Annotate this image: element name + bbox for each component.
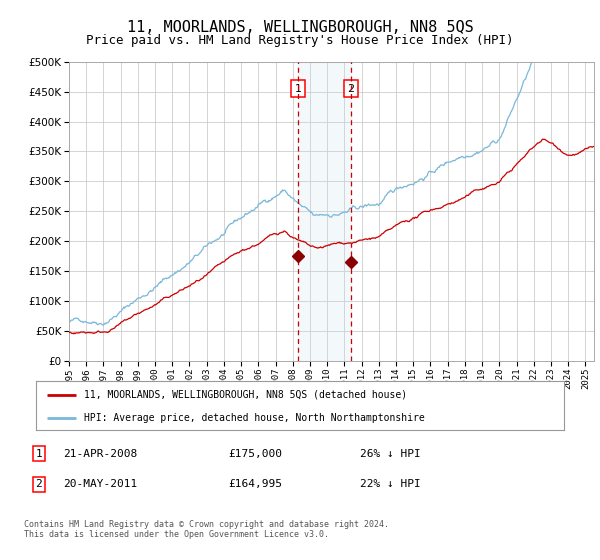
Text: 20-MAY-2011: 20-MAY-2011: [63, 479, 137, 489]
Text: 1: 1: [295, 83, 302, 94]
Text: £164,995: £164,995: [228, 479, 282, 489]
Text: 11, MOORLANDS, WELLINGBOROUGH, NN8 5QS (detached house): 11, MOORLANDS, WELLINGBOROUGH, NN8 5QS (…: [83, 390, 407, 400]
Text: £175,000: £175,000: [228, 449, 282, 459]
Text: 2: 2: [35, 479, 43, 489]
Bar: [298, 62, 351, 361]
Text: 22% ↓ HPI: 22% ↓ HPI: [360, 479, 421, 489]
Text: 11, MOORLANDS, WELLINGBOROUGH, NN8 5QS: 11, MOORLANDS, WELLINGBOROUGH, NN8 5QS: [127, 20, 473, 35]
Text: 2: 2: [347, 83, 355, 94]
Text: Contains HM Land Registry data © Crown copyright and database right 2024.
This d: Contains HM Land Registry data © Crown c…: [24, 520, 389, 539]
Text: HPI: Average price, detached house, North Northamptonshire: HPI: Average price, detached house, Nort…: [83, 413, 424, 423]
Text: 26% ↓ HPI: 26% ↓ HPI: [360, 449, 421, 459]
Text: 1: 1: [35, 449, 43, 459]
Text: Price paid vs. HM Land Registry's House Price Index (HPI): Price paid vs. HM Land Registry's House …: [86, 34, 514, 46]
Text: 21-APR-2008: 21-APR-2008: [63, 449, 137, 459]
